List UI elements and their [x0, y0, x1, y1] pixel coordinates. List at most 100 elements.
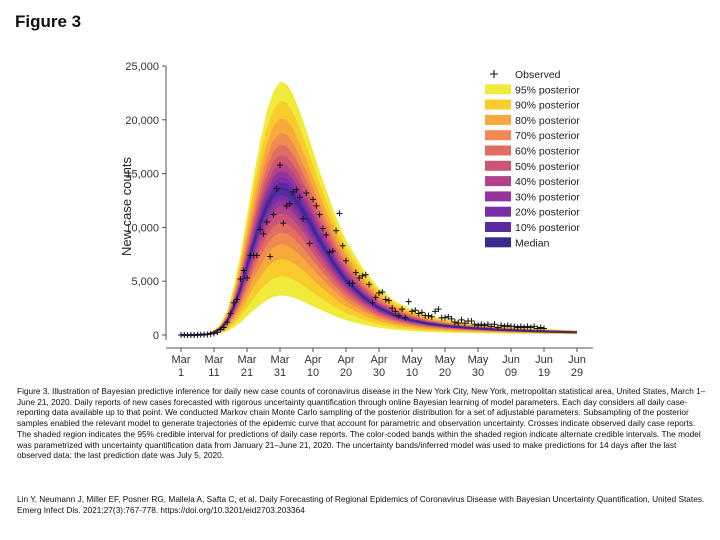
axes: 05,00010,00015,00020,00025,000Mar1Mar11M…: [119, 61, 593, 379]
observed-point: [263, 219, 270, 226]
legend-label: 80% posterior: [515, 115, 580, 127]
legend-label: 70% posterior: [515, 130, 580, 142]
x-tick-label-day: 09: [505, 367, 517, 379]
observed-point: [300, 215, 307, 222]
observed-point: [349, 280, 356, 287]
y-tick-label: 0: [153, 330, 159, 342]
legend-swatch: [485, 176, 511, 187]
observed-point: [253, 252, 260, 259]
observed-point: [478, 321, 485, 328]
posterior-band-7: [181, 163, 577, 335]
observed-point: [362, 271, 369, 278]
observed-point: [517, 323, 524, 330]
observed-point: [484, 321, 491, 328]
observed-point: [217, 326, 224, 333]
observed-point: [323, 231, 330, 238]
observed-point: [244, 274, 250, 281]
x-tick-label-day: 19: [538, 367, 550, 379]
citation: Lin Y, Neumann J, Miller EF, Posner RG, …: [17, 494, 705, 515]
x-tick-label-month: Jun: [502, 354, 520, 366]
observed-point: [372, 294, 379, 301]
observed-point: [230, 299, 237, 306]
x-tick-label-month: May: [435, 354, 456, 366]
observed-point: [260, 230, 267, 237]
observed-point: [369, 299, 376, 306]
observed-point: [329, 248, 336, 255]
legend-label: 30% posterior: [515, 191, 580, 203]
y-tick-label: 15,000: [125, 169, 159, 181]
x-tick-label-day: 31: [274, 367, 286, 379]
observed-point: [379, 288, 386, 295]
observed-point: [514, 324, 521, 331]
x-tick-label-month: Mar: [172, 354, 191, 366]
observed-point: [527, 324, 534, 331]
observed-point: [498, 322, 505, 329]
legend-swatch: [485, 222, 511, 232]
observed-point: [511, 323, 518, 330]
x-tick-label-day: 20: [340, 367, 352, 379]
x-tick-label-month: Mar: [271, 354, 290, 366]
legend-swatch: [485, 114, 511, 125]
x-tick-label-month: Mar: [238, 354, 257, 366]
legend-label: 95% posterior: [515, 84, 580, 96]
observed-point: [316, 211, 323, 218]
observed-point: [448, 315, 455, 322]
observed-point: [257, 226, 264, 233]
legend-label: 20% posterior: [515, 207, 580, 219]
observed-point: [227, 310, 234, 317]
observed-point: [224, 319, 231, 326]
x-tick-label-month: Apr: [337, 354, 354, 366]
observed-point: [412, 307, 419, 314]
observed-point: [418, 309, 425, 316]
observed-point: [343, 257, 349, 264]
y-tick-label: 10,000: [125, 222, 159, 234]
observed-point: [293, 186, 300, 193]
observed-point: [504, 322, 511, 329]
observed-point: [501, 323, 508, 330]
observed-point: [458, 316, 465, 323]
observed-point: [461, 320, 468, 327]
y-tick-label: 20,000: [125, 115, 159, 127]
chart: 05,00010,00015,00020,00025,000Mar1Mar11M…: [119, 61, 593, 379]
observed-point: [211, 330, 217, 337]
legend-swatch: [485, 160, 511, 171]
posterior-bands: [181, 81, 577, 336]
legend-swatch: [485, 237, 511, 248]
observed-point: [214, 329, 221, 336]
observed-point: [359, 272, 366, 279]
x-tick-label-day: 10: [307, 367, 319, 379]
observed-point: [531, 323, 538, 330]
observed-point: [537, 324, 544, 331]
observed-point: [405, 298, 412, 305]
observed-point: [425, 312, 432, 319]
observed-point: [488, 323, 495, 330]
observed-point: [451, 319, 458, 326]
observed-point: [376, 290, 382, 297]
x-tick-label-day: 30: [373, 367, 385, 379]
legend-label: 60% posterior: [515, 146, 580, 158]
legend-label: 40% posterior: [515, 176, 580, 188]
observed-point: [402, 314, 409, 321]
observed-point: [326, 249, 333, 256]
x-tick-label-day: 21: [241, 367, 253, 379]
x-tick-label-day: 11: [208, 367, 219, 379]
observed-point: [435, 306, 442, 313]
observed-point: [336, 210, 343, 217]
observed-point: [277, 161, 283, 168]
median-line: [181, 187, 578, 337]
y-axis-title: New case counts: [119, 157, 134, 256]
observed-point: [399, 306, 406, 313]
legend-observed-marker: [490, 70, 498, 78]
observed-point: [389, 305, 396, 312]
observed-point: [392, 308, 399, 315]
figure-caption: Figure 3. Illustration of Bayesian predi…: [17, 386, 706, 461]
legend-swatch: [485, 84, 511, 95]
y-tick-label: 5,000: [131, 276, 159, 288]
observed-point: [432, 308, 439, 315]
observed-point: [395, 312, 402, 319]
x-tick-label-day: 20: [439, 367, 451, 379]
figure-title: Figure 3: [15, 12, 82, 31]
observed-point: [475, 322, 481, 329]
observed-point: [303, 189, 310, 196]
x-tick-label-day: 1: [178, 367, 184, 379]
